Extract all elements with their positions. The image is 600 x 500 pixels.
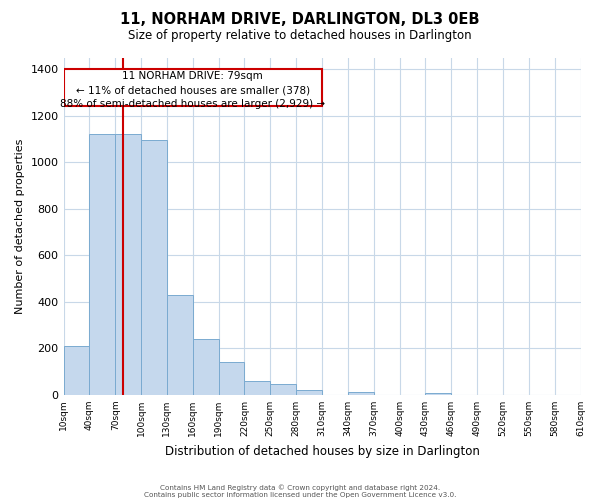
Bar xyxy=(218,362,244,395)
Text: Contains public sector information licensed under the Open Government Licence v3: Contains public sector information licen… xyxy=(144,492,456,498)
Text: Contains HM Land Registry data © Crown copyright and database right 2024.: Contains HM Land Registry data © Crown c… xyxy=(160,484,440,491)
Text: 11 NORHAM DRIVE: 79sqm
← 11% of detached houses are smaller (378)
88% of semi-de: 11 NORHAM DRIVE: 79sqm ← 11% of detached… xyxy=(60,72,325,110)
Bar xyxy=(167,295,193,395)
Bar xyxy=(271,384,296,395)
Bar xyxy=(141,140,167,395)
Bar xyxy=(296,390,322,395)
Bar xyxy=(115,134,141,395)
Bar xyxy=(244,381,271,395)
Y-axis label: Number of detached properties: Number of detached properties xyxy=(15,138,25,314)
Bar xyxy=(348,392,374,395)
Bar xyxy=(89,134,115,395)
X-axis label: Distribution of detached houses by size in Darlington: Distribution of detached houses by size … xyxy=(164,444,479,458)
Bar xyxy=(64,346,89,395)
Bar xyxy=(193,339,218,395)
Text: Size of property relative to detached houses in Darlington: Size of property relative to detached ho… xyxy=(128,29,472,42)
Text: 11, NORHAM DRIVE, DARLINGTON, DL3 0EB: 11, NORHAM DRIVE, DARLINGTON, DL3 0EB xyxy=(120,12,480,28)
FancyBboxPatch shape xyxy=(64,69,322,106)
Bar xyxy=(425,392,451,395)
